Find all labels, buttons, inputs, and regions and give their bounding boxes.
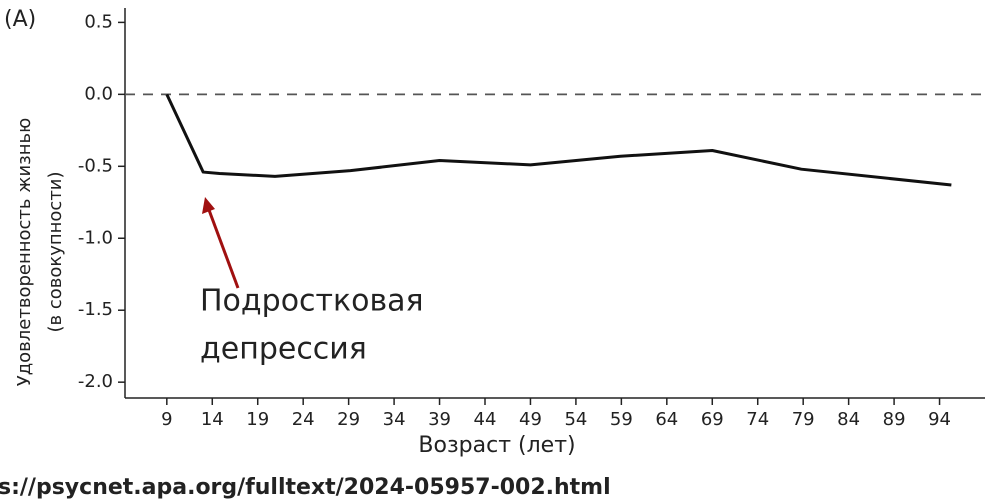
x-tick-label: 24 (292, 409, 315, 430)
panel-label: (A) (4, 7, 36, 32)
annotation: депрессия (200, 332, 367, 367)
data-line (165, 93, 952, 187)
x-tick-label: 39 (428, 409, 451, 430)
x-tick-label: 54 (564, 409, 587, 430)
y-tick-label: -1.5 (78, 299, 113, 320)
y-tick-label: 0.0 (84, 83, 113, 104)
source-url: s://psycnet.apa.org/fulltext/2024-05957-… (0, 475, 611, 500)
x-tick-label: 49 (519, 409, 542, 430)
y-axis-label: (в совокупности) (45, 171, 66, 332)
x-tick-label: 69 (701, 409, 724, 430)
y-axis-label: Удовлетворенность жизнью (14, 118, 35, 387)
x-tick-label: 74 (746, 409, 769, 430)
x-tick-label: 84 (837, 409, 860, 430)
x-axis-label: Возраст (лет) (418, 433, 575, 458)
x-tick-label: 14 (201, 409, 224, 430)
x-tick-label: 34 (383, 409, 406, 430)
x-tick-label: 94 (928, 409, 951, 430)
x-tick-label: 79 (792, 409, 815, 430)
annotation: Подростковая (200, 284, 424, 319)
x-tick-label: 64 (655, 409, 678, 430)
x-tick-label: 59 (610, 409, 633, 430)
y-tick-label: -0.5 (78, 155, 113, 176)
annotation-arrowhead (202, 197, 215, 214)
x-tick-label: 9 (161, 409, 172, 430)
y-tick-label: 0.5 (84, 11, 113, 32)
x-tick-label: 19 (246, 409, 269, 430)
y-tick-label: -1.0 (78, 227, 113, 248)
annotation-arrow (207, 209, 240, 289)
x-tick-label: 89 (883, 409, 906, 430)
x-tick-label: 44 (474, 409, 497, 430)
x-tick-label: 29 (337, 409, 360, 430)
y-tick-label: -2.0 (78, 371, 113, 392)
